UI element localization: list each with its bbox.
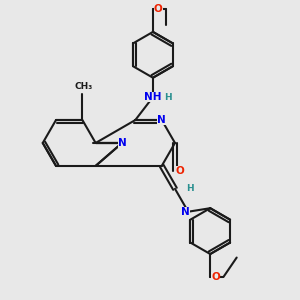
Text: CH₃: CH₃ bbox=[75, 82, 93, 91]
Text: O: O bbox=[211, 272, 220, 282]
Text: O: O bbox=[154, 4, 163, 14]
Text: N: N bbox=[158, 115, 166, 125]
Text: NH: NH bbox=[144, 92, 162, 102]
Text: O: O bbox=[176, 166, 184, 176]
Text: N: N bbox=[118, 138, 127, 148]
Text: H: H bbox=[186, 184, 194, 193]
Text: N: N bbox=[181, 207, 190, 217]
Text: H: H bbox=[164, 93, 172, 102]
